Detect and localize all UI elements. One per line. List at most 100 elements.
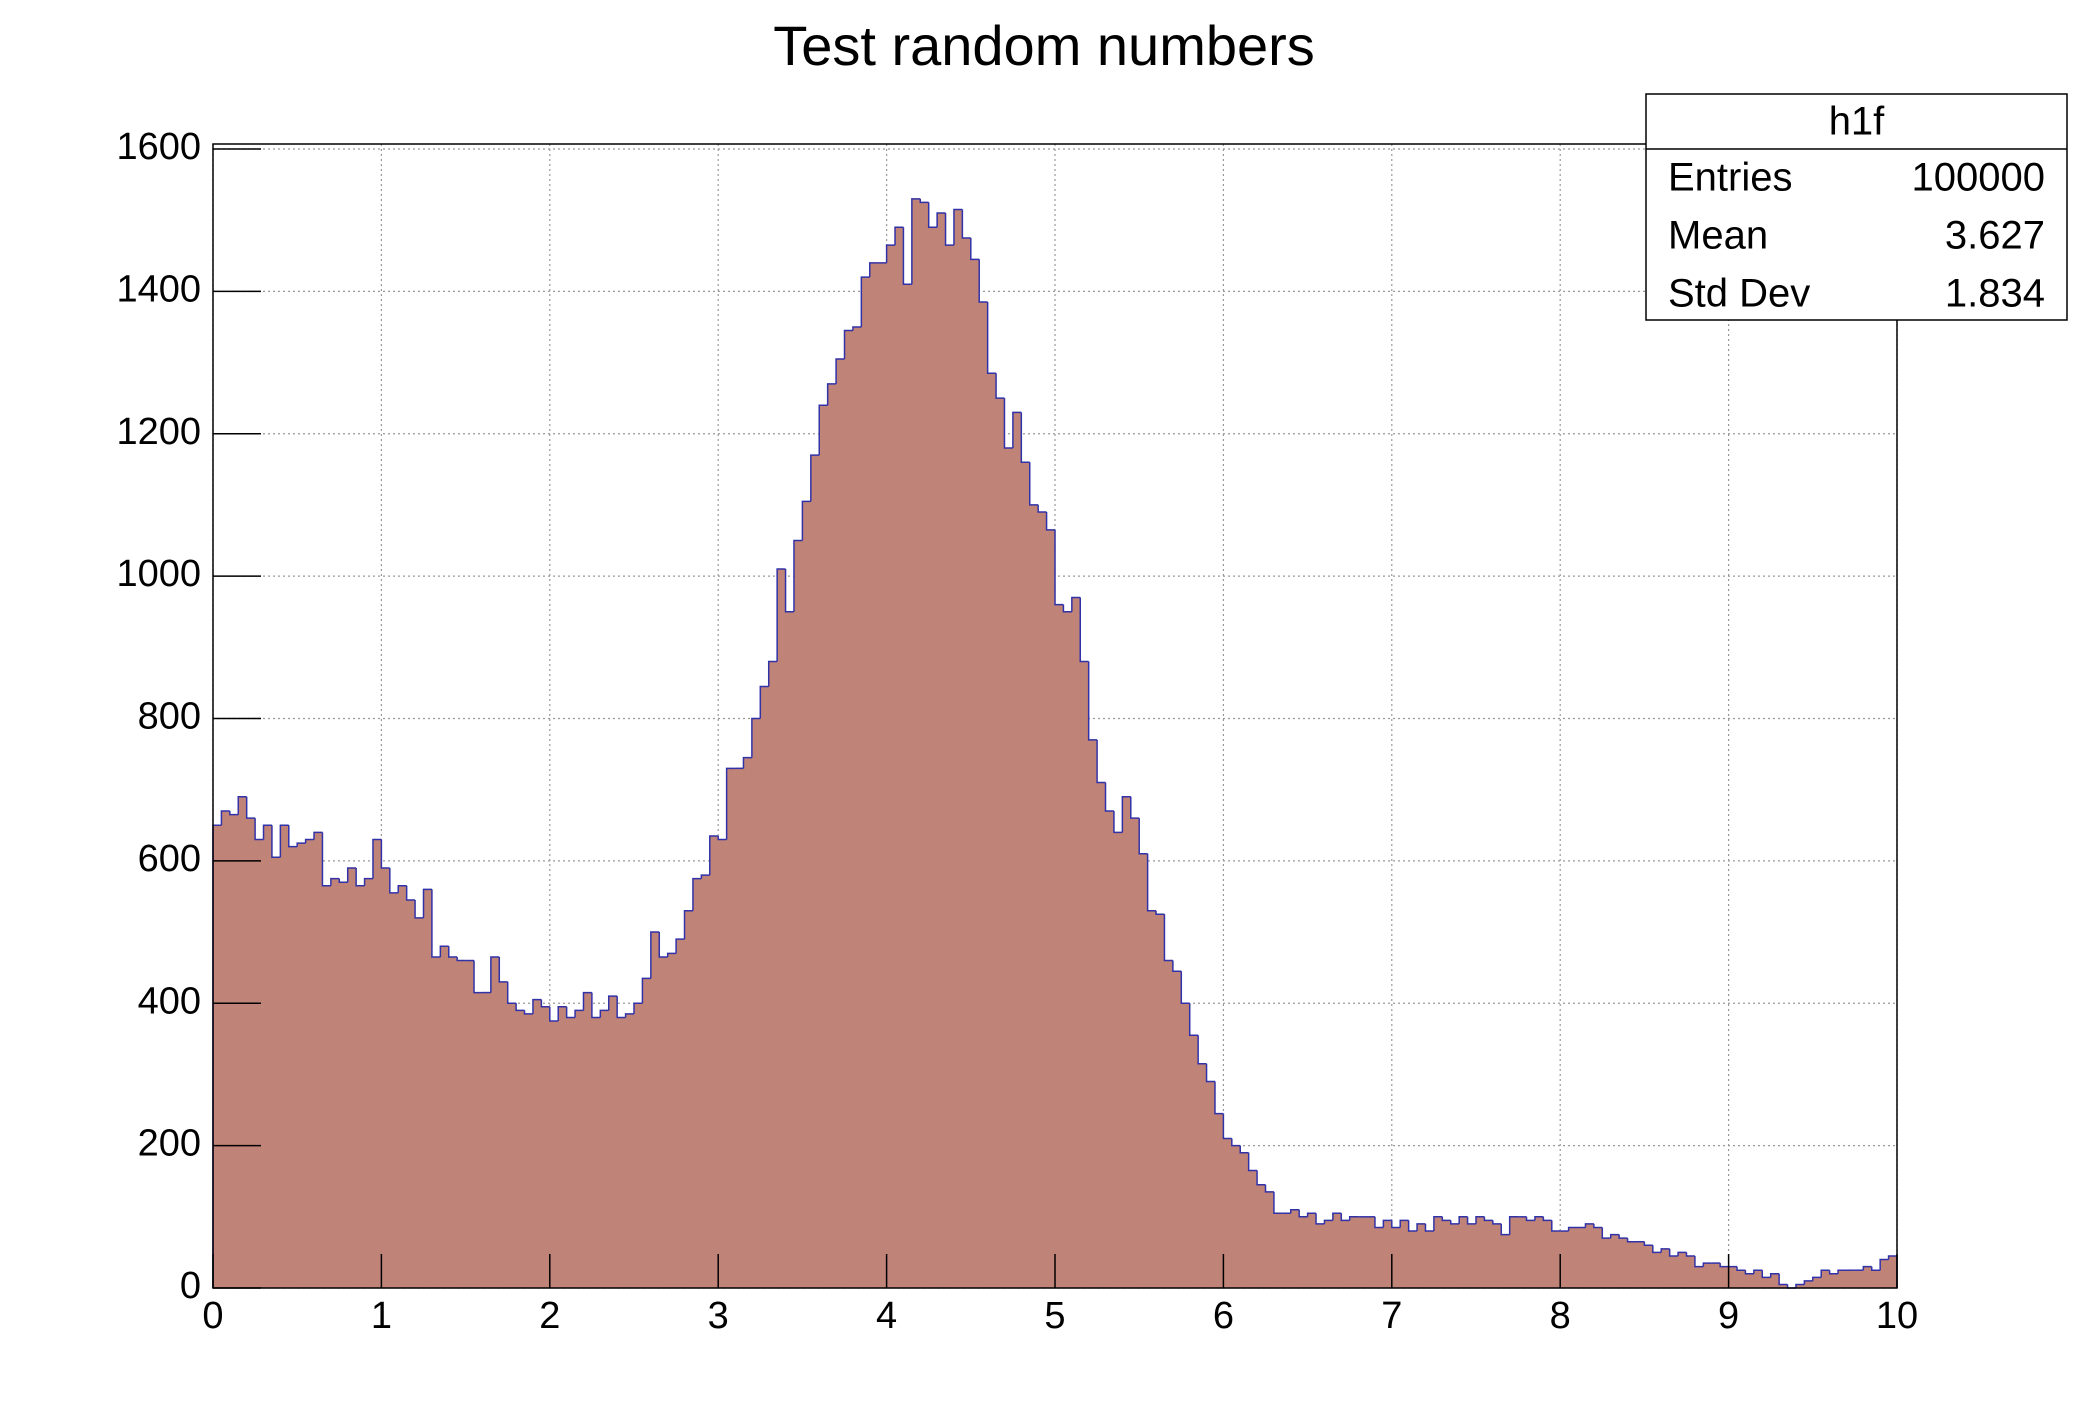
bar (415, 917, 424, 1288)
bar (1577, 1227, 1586, 1288)
bar (1374, 1227, 1384, 1288)
bar (1644, 1245, 1654, 1288)
bar-outline (911, 198, 921, 285)
bar-outline (1525, 1216, 1535, 1222)
bar (490, 956, 500, 1288)
bar-outline (271, 825, 281, 859)
bar-outline (961, 209, 971, 239)
bar-outline (1079, 597, 1089, 663)
bar-outline (1492, 1220, 1502, 1225)
bar (634, 1003, 643, 1288)
bar-outline (1138, 818, 1148, 855)
bar-outline (296, 842, 306, 847)
bar (760, 686, 770, 1288)
bar-outline (1500, 1223, 1510, 1236)
bar-outline (279, 824, 289, 858)
bar-outline (843, 329, 853, 359)
bar-outline (1340, 1213, 1350, 1222)
bar (827, 383, 837, 1289)
bar-outline (506, 981, 517, 1004)
bar (625, 1013, 635, 1288)
bar-outline (1121, 796, 1131, 833)
bar-outline (599, 1009, 609, 1018)
bar-outline (810, 454, 820, 502)
x-tick-label: 8 (1550, 1295, 1571, 1337)
bar (1408, 1231, 1418, 1288)
bar (263, 825, 273, 1288)
bar (1004, 447, 1014, 1288)
bar-outline (1096, 739, 1106, 784)
bar-outline (1466, 1216, 1476, 1225)
bar-outline (1736, 1266, 1746, 1271)
bar (1307, 1213, 1317, 1288)
bar-outline (1197, 1035, 1207, 1065)
bar-outline (1424, 1223, 1434, 1232)
y-tick-label: 0 (180, 1265, 201, 1307)
bar (288, 846, 298, 1288)
bar (751, 718, 761, 1288)
bar-outline (978, 259, 988, 303)
bar-outline (1694, 1255, 1704, 1268)
bar-outline (498, 956, 508, 983)
x-tick-label: 0 (202, 1295, 223, 1337)
bar-outline (321, 832, 331, 887)
bar (1619, 1238, 1628, 1288)
bar (617, 1017, 626, 1288)
bar (314, 832, 323, 1288)
bar (1265, 1191, 1275, 1288)
bar-outline (262, 824, 272, 840)
bar-outline (776, 568, 786, 662)
bar (1063, 611, 1073, 1288)
bar (962, 237, 972, 1289)
y-tick-label: 1600 (116, 126, 201, 168)
bar-outline (1551, 1220, 1561, 1232)
bar-outline (1315, 1213, 1325, 1225)
bar-outline (1593, 1223, 1603, 1229)
bar-outline (692, 877, 702, 911)
bar (1476, 1216, 1485, 1288)
bar-outline (1668, 1248, 1679, 1257)
bar-outline (1769, 1273, 1780, 1278)
bar (1341, 1220, 1350, 1288)
bar-outline (919, 198, 929, 204)
bar (1257, 1184, 1266, 1288)
bar (1198, 1063, 1207, 1288)
bar (1728, 1266, 1738, 1288)
bar (659, 956, 668, 1288)
bar (1534, 1216, 1544, 1288)
bar (701, 875, 711, 1288)
bar-outline (1677, 1251, 1687, 1256)
bar (1189, 1035, 1199, 1288)
bar (1593, 1227, 1603, 1288)
bar-outline (1012, 411, 1022, 448)
bar (1863, 1266, 1873, 1288)
bar (735, 768, 744, 1288)
bar-outline (1087, 661, 1098, 741)
bar (1214, 1113, 1224, 1288)
bar-outline (1020, 412, 1030, 463)
bar (743, 757, 753, 1288)
bar-outline (1332, 1212, 1342, 1221)
bar (255, 839, 264, 1288)
bar-outline (523, 1010, 533, 1015)
bar-outline (1567, 1226, 1578, 1232)
x-tick-label: 5 (1044, 1295, 1065, 1337)
bar (1164, 960, 1174, 1288)
bar (1846, 1270, 1856, 1288)
bar (895, 227, 904, 1288)
bar-outline (439, 945, 449, 957)
bar (1770, 1273, 1780, 1288)
bar (1029, 504, 1039, 1289)
bar-outline (835, 358, 845, 384)
bar (878, 262, 887, 1288)
bar-outline (1214, 1081, 1224, 1115)
bar (684, 910, 694, 1288)
bar (339, 882, 349, 1288)
bar-outline (1828, 1270, 1839, 1275)
bar-outline (237, 796, 247, 815)
bar-outline (1348, 1216, 1359, 1221)
bar (280, 825, 290, 1288)
bar-outline (1180, 971, 1190, 1004)
bar (1560, 1231, 1569, 1288)
